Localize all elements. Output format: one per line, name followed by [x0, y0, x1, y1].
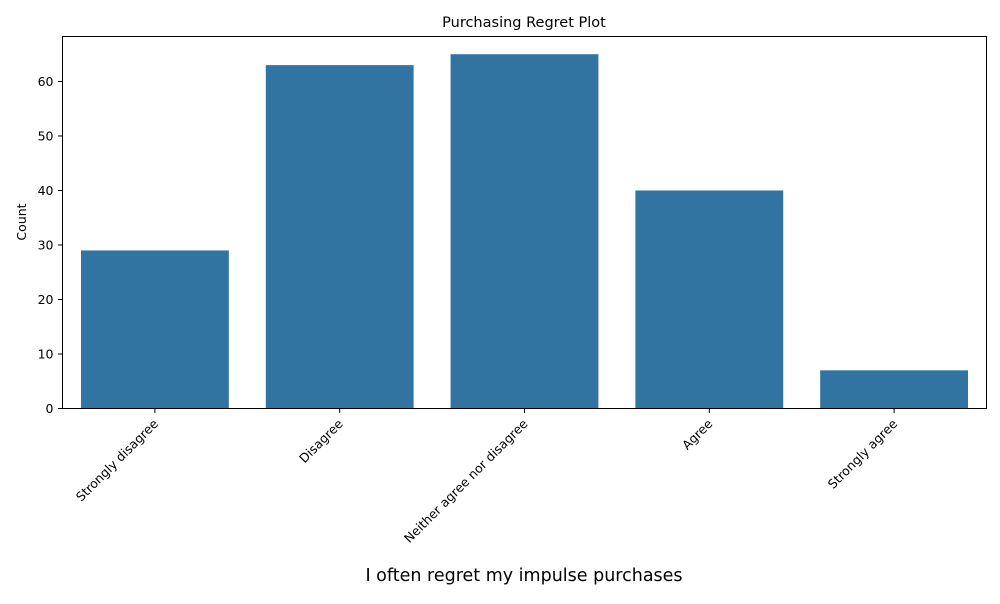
x-tick-label: Neither agree nor disagree: [401, 416, 531, 546]
x-axis-label: I often regret my impulse purchases: [365, 566, 682, 586]
x-tick-label: Agree: [679, 416, 716, 453]
y-axis-label: Count: [14, 203, 29, 240]
bar: [265, 65, 414, 409]
bar: [80, 250, 229, 409]
x-tick-label: Strongly agree: [825, 416, 901, 492]
y-axis: 0 10 20 30 40 50 60: [38, 74, 63, 416]
bar: [820, 370, 969, 409]
bars-layer: [80, 54, 969, 409]
y-tick-label: 40: [38, 183, 54, 198]
y-tick-label: 50: [38, 128, 54, 143]
x-tick-label: Strongly disagree: [73, 416, 161, 504]
plot-frame: [62, 36, 987, 409]
y-tick-label: 0: [46, 401, 54, 416]
y-tick-label: 30: [38, 237, 54, 252]
chart-title: Purchasing Regret Plot: [442, 15, 606, 31]
bar: [450, 54, 599, 409]
x-tick-label: Disagree: [296, 416, 346, 466]
bar: [635, 190, 784, 409]
y-tick-label: 20: [38, 292, 54, 307]
y-tick-label: 10: [38, 346, 54, 361]
y-tick-label: 60: [38, 74, 54, 89]
x-axis: Strongly disagree Disagree Neither agree n…: [73, 408, 901, 546]
